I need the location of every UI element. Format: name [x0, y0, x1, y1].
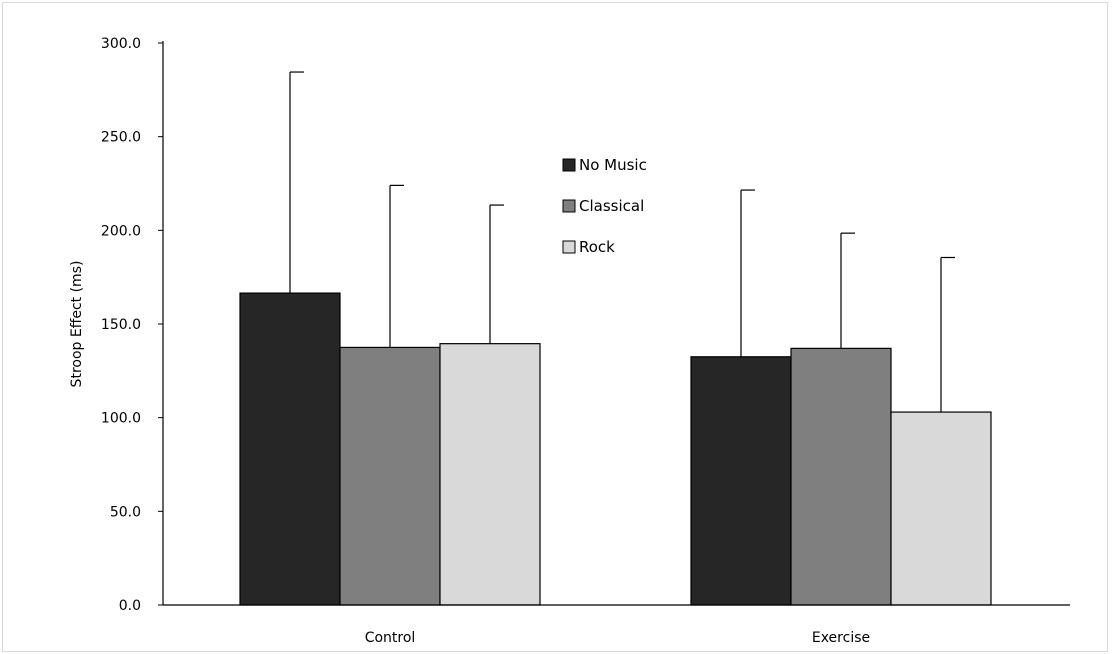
y-tick-label: 100.0: [101, 411, 141, 427]
legend-swatch: [562, 158, 576, 172]
y-tick-labels: 0.0 50.0 100.0 150.0 200.0 250.0 300.0: [101, 36, 163, 614]
bar-classical-control: [339, 346, 441, 606]
bar-classical-exercise: [790, 347, 892, 606]
x-tick-label: Exercise: [812, 630, 870, 646]
y-tick-label: 300.0: [101, 36, 141, 52]
legend-label: Rock: [579, 238, 615, 256]
y-tick-label: 200.0: [101, 223, 141, 239]
legend: No Music Classical Rock: [562, 156, 647, 256]
legend-swatch: [562, 240, 576, 254]
bar-no-music-control: [239, 292, 341, 606]
legend-label: No Music: [579, 156, 647, 174]
bar-rock-exercise: [890, 411, 992, 606]
bar-chart: 0.0 50.0 100.0 150.0 200.0 250.0 300.0 Control…: [69, 36, 1070, 646]
legend-label: Classical: [579, 197, 644, 215]
bar-no-music-exercise: [690, 356, 792, 606]
x-tick-label: Control: [365, 630, 416, 646]
y-axis-title: Stroop Effect (ms): [69, 261, 85, 388]
legend-swatch: [562, 199, 576, 213]
y-tick-label: 0.0: [119, 598, 141, 614]
bar-rock-control: [439, 343, 541, 606]
error-bars-layer: [289, 71, 955, 413]
y-tick-label: 250.0: [101, 130, 141, 146]
bars-layer: [239, 292, 992, 606]
y-tick-label: 150.0: [101, 317, 141, 333]
x-tick-labels: Control Exercise: [365, 630, 870, 646]
y-tick-label: 50.0: [110, 504, 141, 520]
